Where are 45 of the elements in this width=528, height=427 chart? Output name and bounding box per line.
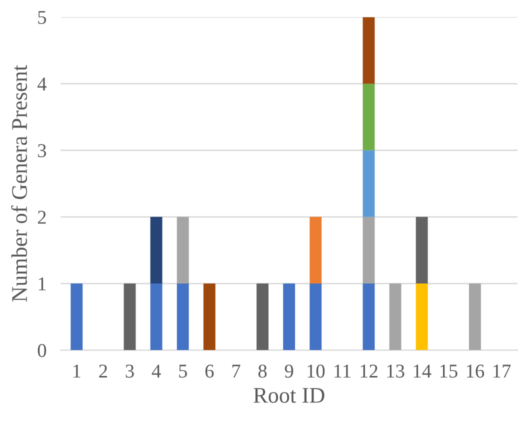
x-tick-label: 9 (284, 364, 294, 378)
bar (124, 284, 136, 350)
x-tick-label: 1 (74, 364, 80, 378)
y-tick-label: 4 (37, 78, 47, 90)
x-tick-label: 17 (493, 364, 511, 378)
bar (416, 216, 428, 284)
x-tick-label: 12 (360, 364, 378, 378)
x-tick-label: 3 (126, 364, 134, 378)
x-tick-label: 14 (414, 364, 432, 378)
bar (362, 284, 375, 350)
bar (362, 17, 375, 84)
x-tick-label: 15 (440, 364, 458, 378)
bar (256, 284, 268, 350)
y-tick-label: 3 (38, 144, 46, 158)
x-axis-title: Root ID (254, 388, 324, 403)
x-tick-label: 6 (205, 364, 214, 378)
x-tick-label: 2 (99, 364, 107, 378)
bar (468, 284, 481, 350)
bar (283, 284, 296, 350)
bar (203, 284, 216, 350)
x-tick-label: 8 (258, 364, 267, 378)
x-tick-label: 7 (232, 364, 240, 378)
bar (150, 284, 162, 350)
bar (70, 284, 83, 350)
bar (176, 216, 189, 284)
y-tick-label: 2 (38, 210, 46, 224)
bar (362, 216, 375, 284)
bar (362, 150, 375, 217)
bar (416, 284, 428, 350)
x-tick-label: 11 (334, 364, 350, 378)
y-tick-label: 1 (38, 277, 46, 290)
x-tick-label: 5 (179, 364, 187, 378)
x-tick-label: 16 (466, 364, 484, 378)
x-tick-label: 10 (308, 364, 325, 378)
bar (150, 216, 162, 284)
x-tick-label: 13 (387, 364, 404, 378)
y-tick-label: 5 (38, 11, 46, 24)
bar (310, 216, 322, 284)
bar (389, 284, 402, 350)
bar (310, 284, 322, 350)
bar (176, 284, 189, 350)
x-tick-label: 4 (152, 364, 161, 378)
bar (362, 84, 375, 150)
y-tick-label: 0 (38, 344, 46, 358)
y-axis-title: Number of Genera Present (11, 64, 28, 302)
